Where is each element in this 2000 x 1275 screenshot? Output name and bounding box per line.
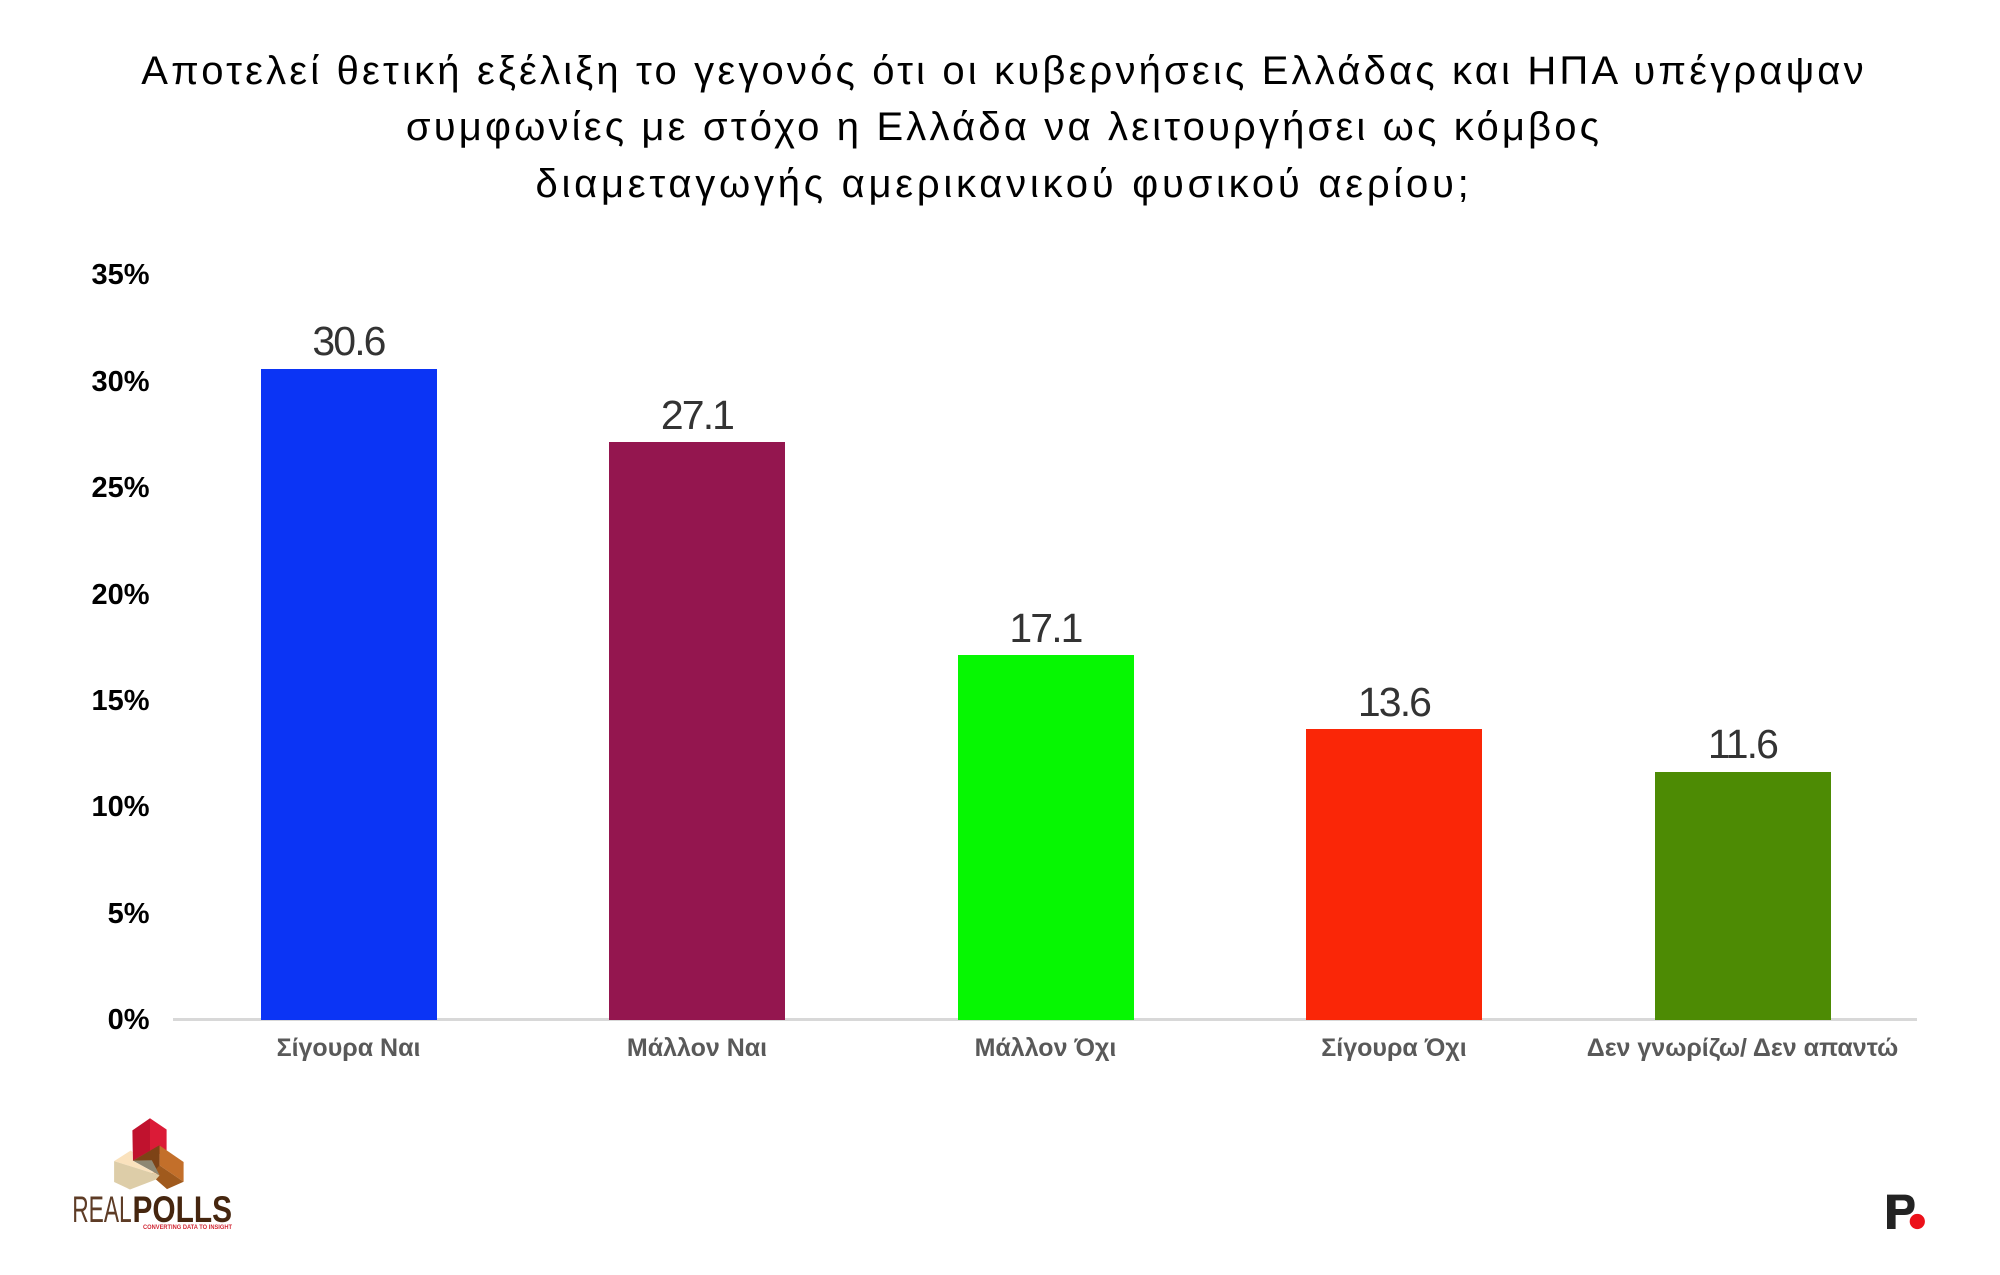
svg-text:REAL: REAL (72, 1188, 132, 1230)
svg-text:CONVERTING DATA TO INSIGHT: CONVERTING DATA TO INSIGHT (143, 1224, 232, 1231)
svg-text:POLLS: POLLS (133, 1188, 233, 1230)
